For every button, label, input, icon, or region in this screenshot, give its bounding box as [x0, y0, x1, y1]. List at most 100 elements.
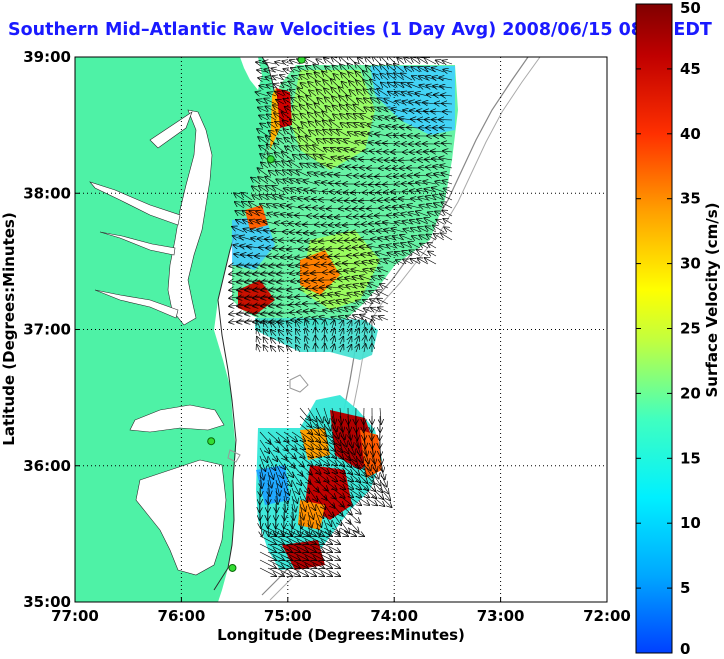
velocity-arrow — [275, 527, 292, 536]
velocity-arrow — [275, 567, 292, 576]
velocity-arrow — [299, 447, 313, 457]
velocity-arrow — [347, 105, 357, 113]
velocity-arrow — [315, 336, 316, 345]
velocity-arrow — [292, 137, 301, 145]
velocity-arrow — [264, 345, 269, 353]
velocity-arrow — [323, 121, 333, 129]
velocity-arrow — [291, 479, 299, 494]
velocity-arrow — [379, 471, 387, 487]
velocity-arrow — [323, 551, 340, 560]
velocity-arrow — [365, 57, 373, 65]
velocity-arrow — [346, 96, 357, 105]
velocity-arrow — [300, 114, 309, 121]
velocity-arrow — [275, 153, 285, 161]
bathymetry-contour — [227, 449, 241, 463]
velocity-arrow — [289, 161, 301, 169]
velocity-arrow — [323, 487, 336, 499]
velocity-arrow — [265, 177, 277, 185]
velocity-arrow — [348, 321, 351, 329]
velocity-arrow — [376, 252, 389, 256]
velocity-arrow — [439, 77, 453, 80]
velocity-arrow — [367, 208, 381, 209]
velocity-arrow — [424, 218, 437, 225]
y-axis-ticks: 39:00 38:00 37:00 36:00 35:00 — [23, 48, 80, 611]
velocity-arrow — [284, 138, 293, 145]
velocity-arrow — [279, 330, 285, 337]
velocity-arrow — [315, 543, 332, 552]
y-axis-label: Latitude (Degrees:Minutes) — [0, 212, 18, 445]
velocity-arrow — [439, 158, 453, 160]
velocity-arrow — [394, 64, 405, 73]
velocity-arrow — [331, 503, 343, 516]
velocity-arrow — [275, 439, 288, 451]
velocity-arrow — [409, 250, 421, 257]
velocity-arrow — [417, 219, 429, 225]
velocity-arrow — [307, 551, 324, 560]
velocity-arrow — [307, 471, 320, 483]
velocity-arrow — [340, 64, 349, 73]
velocity-arrow — [348, 329, 351, 337]
velocity-arrow — [287, 338, 292, 345]
velocity-arrow — [379, 276, 389, 280]
velocity-arrow — [356, 72, 365, 81]
velocity-arrow — [330, 130, 341, 137]
velocity-arrow — [268, 487, 269, 504]
colorbar-tick-label: 0 — [680, 640, 690, 658]
velocity-arrow — [275, 543, 292, 552]
velocity-arrow — [379, 495, 392, 507]
velocity-arrow — [306, 136, 317, 145]
velocity-arrow — [371, 463, 379, 479]
velocity-arrow — [257, 345, 260, 353]
velocity-arrow — [364, 89, 373, 97]
velocity-arrow — [378, 308, 389, 313]
velocity-arrow — [440, 86, 453, 88]
velocity-arrow — [307, 439, 321, 449]
velocity-arrow — [307, 567, 324, 576]
velocity-arrow — [349, 90, 357, 97]
velocity-arrow — [307, 495, 315, 510]
velocity-arrow — [340, 105, 349, 113]
velocity-arrow — [267, 535, 284, 544]
velocity-arrow — [291, 535, 308, 544]
velocity-arrow — [291, 527, 308, 536]
velocity-arrow — [355, 455, 365, 470]
velocity-arrow — [307, 479, 319, 492]
y-tick-label: 37:00 — [23, 321, 71, 339]
velocity-arrow — [408, 242, 421, 249]
velocity-arrow — [264, 321, 269, 329]
velocity-arrow — [371, 471, 381, 486]
velocity-arrows — [229, 57, 453, 576]
velocity-arrow — [333, 65, 341, 73]
velocity-arrow — [384, 259, 397, 265]
velocity-arrow — [295, 296, 309, 297]
velocity-arrow — [284, 495, 286, 512]
velocity-arrow — [379, 479, 389, 494]
velocity-arrow — [273, 105, 285, 113]
velocity-arrow — [267, 145, 277, 153]
velocity-arrow — [379, 316, 389, 320]
velocity-arrow — [293, 114, 301, 121]
velocity-arrow — [383, 184, 397, 185]
velocity-arrow — [339, 471, 353, 481]
velocity-arrow — [370, 89, 381, 97]
velocity-arrow — [347, 527, 364, 536]
velocity-arrow — [257, 321, 260, 329]
velocity-arrow — [299, 146, 309, 153]
velocity-arrow — [331, 511, 341, 525]
velocity-arrow — [339, 487, 353, 497]
velocity-arrow — [267, 439, 279, 452]
velocity-arrow — [441, 95, 453, 96]
velocity-arrow — [330, 120, 341, 129]
velocity-arrow — [315, 503, 323, 518]
velocity-arrow — [377, 89, 389, 97]
velocity-arrow — [291, 551, 308, 560]
velocity-arrow — [339, 96, 349, 105]
velocity-arrow — [366, 66, 373, 73]
velocity-arrow — [363, 80, 373, 89]
velocity-arrow — [342, 82, 349, 89]
velocity-arrow — [441, 202, 453, 209]
velocity-arrow — [291, 543, 308, 552]
velocity-arrow — [355, 495, 369, 505]
velocity-arrow — [315, 535, 332, 544]
